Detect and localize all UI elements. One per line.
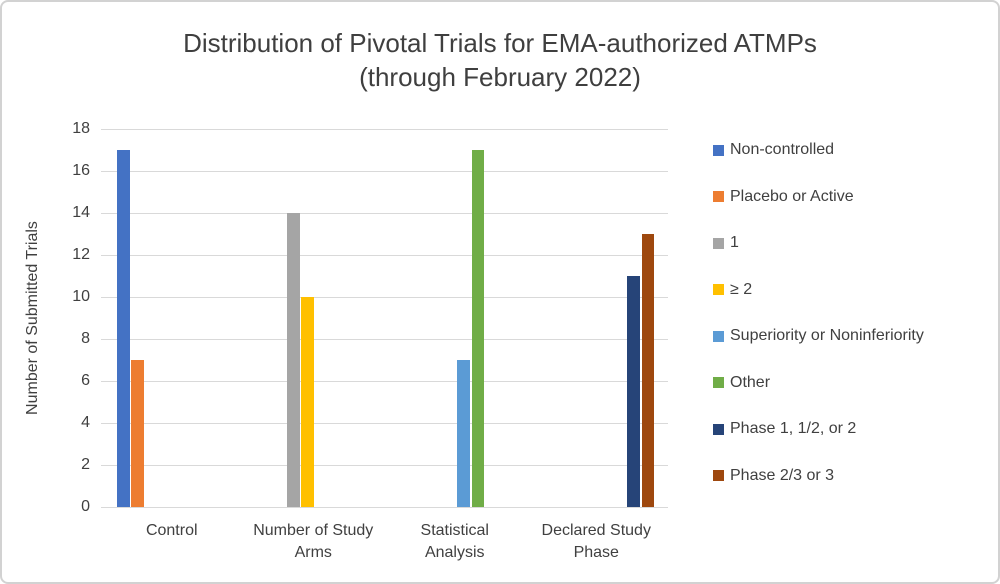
chart-bar	[627, 276, 640, 507]
gridline	[101, 506, 668, 508]
chart-bar	[287, 213, 300, 507]
legend-item: Superiority or Noninferiority	[713, 324, 924, 348]
y-tick-label: 8	[81, 330, 90, 347]
gridline	[101, 212, 668, 214]
legend-item: ≥ 2	[713, 278, 752, 302]
x-axis-category-label: Statistical Analysis	[420, 522, 489, 561]
y-tick-label: 16	[72, 162, 90, 179]
gridline	[101, 254, 668, 256]
y-axis-title: Number of Submitted Trials	[24, 221, 41, 415]
chart-bar	[457, 360, 470, 507]
legend-label: Non-controlled	[730, 141, 835, 158]
chart-bar	[641, 234, 655, 507]
legend-label: Phase 1, 1/2, or 2	[730, 420, 857, 437]
gridline	[101, 338, 668, 340]
chart-bar	[131, 360, 144, 507]
y-tick-label: 0	[81, 498, 90, 515]
y-tick-label: 10	[72, 288, 90, 305]
gridline	[101, 296, 668, 298]
x-axis-category-label: Control	[145, 522, 198, 539]
legend-item: 1	[713, 231, 739, 255]
gridline	[101, 464, 668, 466]
y-tick-label: 6	[81, 372, 90, 389]
gridline	[101, 170, 668, 172]
legend-swatch-icon	[713, 330, 724, 342]
legend-swatch-icon	[713, 470, 724, 481]
legend-swatch-icon	[713, 423, 724, 435]
chart-title: Distribution of Pivotal Trials for EMA-a…	[183, 28, 817, 58]
legend-label: Superiority or Noninferiority	[730, 327, 924, 344]
legend-label: Placebo or Active	[730, 187, 854, 205]
legend-label: Other	[730, 373, 771, 391]
legend-label: Phase 2/3 or 3	[730, 466, 835, 484]
legend-swatch-icon	[713, 237, 724, 249]
gridline	[101, 422, 668, 424]
legend-swatch-icon	[713, 144, 724, 156]
y-tick-label: 4	[81, 414, 90, 431]
x-axis-category-label: Declared Study Phase	[541, 522, 651, 561]
x-axis-category-label: Number of Study Arms	[253, 522, 374, 561]
chart-subtitle: (through February 2022)	[359, 62, 641, 92]
y-tick-label: 18	[72, 120, 90, 137]
y-tick-label: 14	[72, 204, 90, 221]
y-tick-label: 2	[81, 456, 90, 473]
legend-swatch-icon	[713, 191, 724, 202]
legend-swatch-icon	[713, 284, 724, 295]
legend-swatch-icon	[713, 377, 724, 388]
gridline	[101, 380, 668, 382]
legend-item: Other	[713, 371, 770, 395]
gridline	[101, 128, 668, 130]
chart-title-block: Distribution of Pivotal Trials for EMA-a…	[2, 26, 998, 94]
chart-bar	[117, 150, 130, 507]
legend-item: Phase 1, 1/2, or 2	[713, 417, 856, 441]
legend-item: Non-controlled	[713, 138, 834, 162]
legend-item: Phase 2/3 or 3	[713, 464, 834, 488]
y-tick-label: 12	[72, 246, 90, 263]
chart-bar	[301, 297, 314, 507]
legend-item: Placebo or Active	[713, 185, 854, 209]
legend-label: ≥ 2	[730, 280, 753, 298]
legend-label: 1	[730, 234, 739, 251]
chart-bar	[471, 150, 484, 507]
